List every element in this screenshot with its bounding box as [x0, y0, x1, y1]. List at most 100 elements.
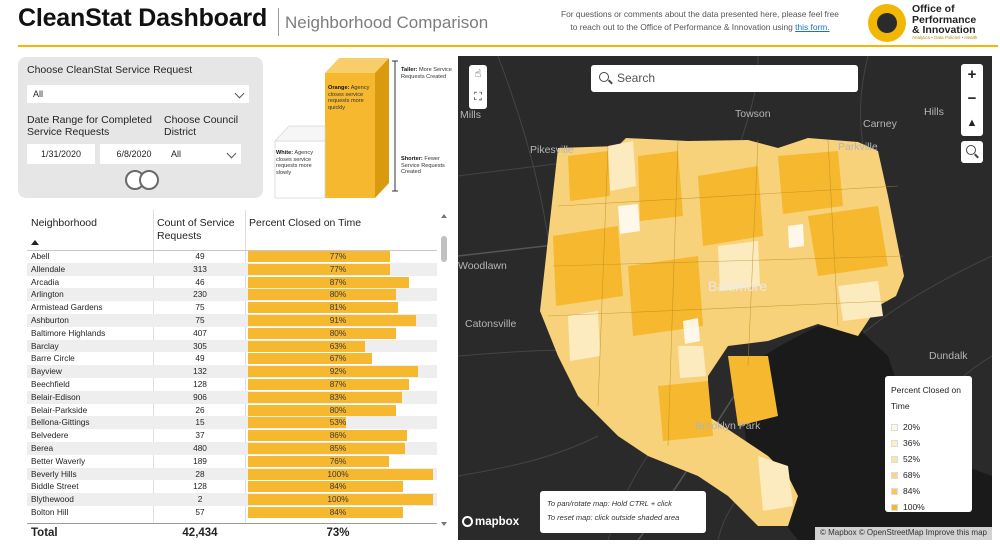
scroll-down-icon[interactable] — [441, 522, 447, 526]
column-header-count[interactable]: Count of Service Requests — [157, 217, 235, 242]
percent-value: 100% — [327, 494, 349, 505]
mapbox-logo[interactable]: mapbox — [462, 516, 519, 528]
date-range-label: Date Range for Completed Service Request… — [27, 114, 152, 138]
legend-swatch — [891, 456, 898, 463]
percent-value: 77% — [329, 251, 347, 261]
table-row[interactable]: Better Waverly 189 76% — [27, 455, 437, 468]
orange-note: Orange: Agency closes service requests m… — [328, 85, 374, 111]
legend-swatch — [891, 488, 898, 495]
contact-note: For questions or comments about the data… — [525, 8, 875, 34]
date-range-slider[interactable] — [125, 170, 159, 190]
map-search-input[interactable]: Search — [591, 65, 858, 92]
table-body: Abell 49 77% Allendale 313 77% Arcadia 46 87% Arl… — [27, 250, 437, 519]
table-row[interactable]: Ashburton 75 91% — [27, 313, 437, 327]
table-row[interactable]: Armistead Gardens 75 81% — [27, 301, 437, 314]
request-count: 2 — [197, 494, 203, 505]
request-count: 230 — [193, 289, 207, 300]
map-toolbar: ☝ ⛶ — [469, 65, 487, 109]
baltimore-3d-map[interactable]: ☝ ⛶ Search + − ▲ Mills Towson Carney Hil… — [458, 56, 992, 540]
table-row[interactable]: Belair-Parkside 26 80% — [27, 404, 437, 417]
total-divider — [27, 523, 437, 524]
table-row[interactable]: Berea 480 85% — [27, 441, 437, 455]
neighborhood-name: Armistead Gardens — [31, 302, 103, 313]
table-row[interactable]: Barre Circle 49 67% — [27, 352, 437, 365]
percent-value: 80% — [329, 289, 347, 300]
contact-line-2: to reach out to the Office of Performanc… — [525, 21, 875, 34]
header: CleanStat Dashboard Neighborhood Compari… — [0, 0, 1000, 44]
service-request-label: Choose CleanStat Service Request — [27, 64, 193, 76]
mapbox-icon — [462, 516, 473, 527]
slider-end-handle[interactable] — [139, 170, 159, 190]
percent-value: 81% — [329, 302, 347, 313]
neighborhood-name: Belair-Parkside — [31, 404, 88, 415]
neighborhood-name: Biddle Street — [31, 481, 79, 492]
map-legend-item: 68% — [891, 470, 920, 480]
select-tool-icon[interactable]: ⛶ — [474, 91, 482, 103]
neighborhood-name: Bayview — [31, 366, 62, 377]
percent-value: 87% — [329, 276, 347, 287]
contact-line-2-text: to reach out to the Office of Performanc… — [570, 22, 793, 32]
orange-note-title: Orange: — [328, 85, 350, 91]
percent-value: 87% — [329, 378, 347, 389]
table-row[interactable]: Bayview 132 92% — [27, 365, 437, 378]
zoom-in-button[interactable]: + — [967, 66, 977, 83]
map-hint-line-2: To reset map: click outside shaded area — [547, 513, 680, 522]
orange-note-text: Agency closes service requests more quic… — [328, 85, 370, 111]
place-label-hills: Hills — [924, 106, 944, 118]
column-header-percent[interactable]: Percent Closed on Time — [249, 217, 362, 229]
percent-bar — [248, 276, 409, 288]
percent-value: 85% — [329, 442, 347, 453]
cube-legend: Orange: Agency closes service requests m… — [270, 53, 456, 205]
table-row[interactable]: Allendale 313 77% — [27, 262, 437, 276]
percent-bar — [248, 263, 390, 275]
percent-bar — [248, 378, 409, 390]
request-count: 128 — [193, 481, 207, 492]
table-row[interactable]: Bellona-Gittings 15 53% — [27, 416, 437, 430]
table-row[interactable]: Arcadia 46 87% — [27, 276, 437, 289]
neighborhood-name: Arlington — [31, 289, 64, 300]
table-row[interactable]: Belair-Edison 906 83% — [27, 390, 437, 404]
pointer-tool-icon[interactable]: ☝ — [474, 68, 482, 80]
table-row[interactable]: Blythewood 2 100% — [27, 493, 437, 506]
zoom-out-button[interactable]: − — [967, 90, 977, 107]
map-attribution[interactable]: © Mapbox © OpenStreetMap Improve this ma… — [815, 527, 992, 540]
table-scrollbar[interactable] — [440, 214, 448, 526]
white-note-text: Agency closes service requests more slow… — [276, 150, 314, 176]
table-row[interactable]: Beechfield 128 87% — [27, 378, 437, 391]
table-row[interactable]: Barclay 305 63% — [27, 339, 437, 353]
place-label-brooklyn-park: Brooklyn Park — [695, 420, 761, 432]
table-row[interactable]: Abell 49 77% — [27, 250, 437, 263]
place-label-pikesville: Pikesville — [530, 144, 574, 156]
percent-value: 77% — [329, 263, 347, 274]
table-row[interactable]: Belvedere 37 86% — [27, 429, 437, 442]
scroll-thumb[interactable] — [441, 236, 447, 262]
table-row[interactable]: Baltimore Highlands 407 80% — [27, 327, 437, 340]
map-legend-item: 20% — [891, 422, 920, 432]
zoom-to-data-button[interactable] — [961, 141, 983, 163]
service-request-dropdown[interactable]: All — [27, 85, 249, 103]
app-title: CleanStat Dashboard — [18, 4, 268, 32]
request-count: 46 — [195, 276, 205, 287]
table-row[interactable]: Arlington 230 80% — [27, 288, 437, 302]
contact-form-link[interactable]: this form. — [795, 22, 830, 32]
service-request-value: All — [33, 89, 44, 99]
scroll-up-icon[interactable] — [441, 214, 447, 218]
table-row[interactable]: Biddle Street 128 84% — [27, 480, 437, 493]
request-count: 49 — [195, 251, 205, 261]
table-row[interactable]: Beverly Hills 28 100% — [27, 467, 437, 481]
request-count: 305 — [193, 340, 207, 351]
column-header-neighborhood[interactable]: Neighborhood — [31, 217, 97, 229]
table-row[interactable]: Bolton Hill 57 84% — [27, 506, 437, 519]
start-date-input[interactable]: 1/31/2020 — [27, 144, 95, 164]
neighborhood-name: Bellona-Gittings — [31, 417, 90, 428]
logo-text: Office of Performance & Innovation — [912, 4, 976, 36]
neighborhood-name: Arcadia — [31, 276, 60, 287]
legend-label: 100% — [903, 502, 925, 512]
sort-ascending-icon[interactable] — [31, 240, 39, 245]
end-date-input[interactable]: 6/8/2020 — [100, 144, 168, 164]
council-district-dropdown[interactable]: All — [165, 144, 241, 164]
request-count: 128 — [193, 378, 207, 389]
compass-icon[interactable]: ▲ — [966, 117, 978, 129]
map-legend-title: Percent Closed on Time — [891, 385, 961, 411]
white-note: White: Agency closes service requests mo… — [276, 150, 324, 176]
